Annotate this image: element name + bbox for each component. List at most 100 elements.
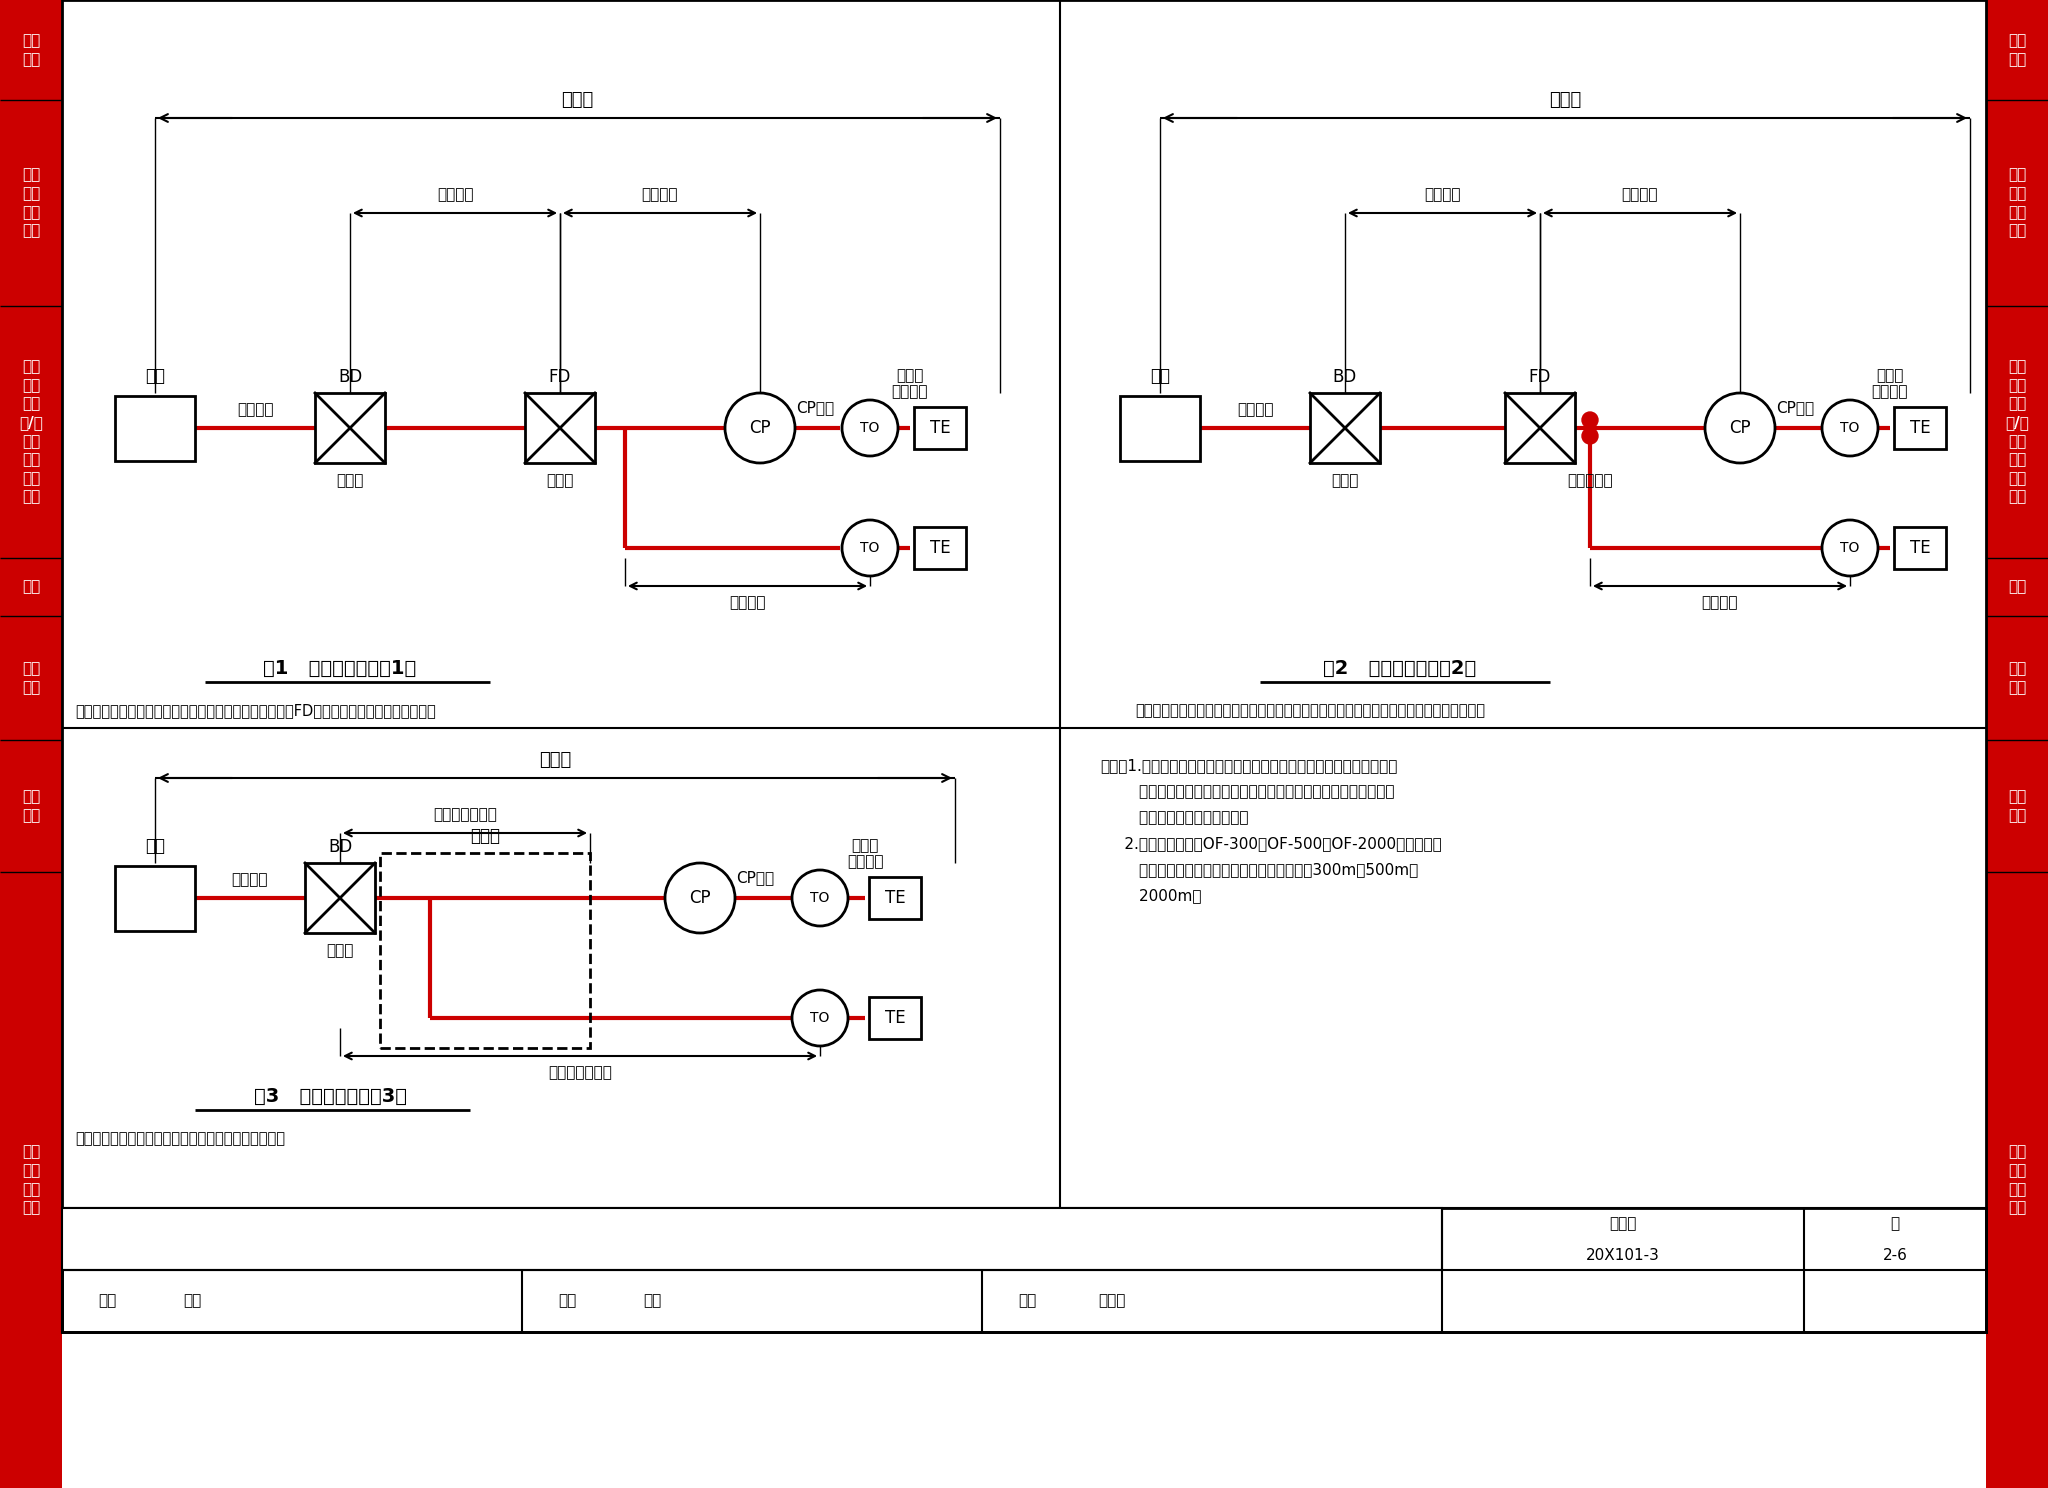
Text: 水平光缆: 水平光缆 bbox=[641, 187, 678, 202]
Text: 水平光缆: 水平光缆 bbox=[1702, 595, 1739, 610]
Bar bbox=[61, 1208, 1442, 1269]
Text: TO: TO bbox=[860, 542, 881, 555]
Text: 20X101-3: 20X101-3 bbox=[1585, 1247, 1661, 1262]
Text: 设备: 设备 bbox=[145, 368, 166, 385]
Text: CP: CP bbox=[690, 888, 711, 908]
Text: TE: TE bbox=[930, 539, 950, 557]
Text: 图3   光纤信道构成（3）: 图3 光纤信道构成（3） bbox=[254, 1086, 406, 1106]
Bar bbox=[315, 393, 385, 463]
Bar bbox=[524, 393, 596, 463]
Text: 图1   光纤信道构成（1）: 图1 光纤信道构成（1） bbox=[264, 659, 416, 677]
Text: 设备: 设备 bbox=[145, 836, 166, 856]
Text: 设备光缆: 设备光缆 bbox=[846, 854, 883, 869]
Text: TO: TO bbox=[860, 421, 881, 434]
Text: 施工: 施工 bbox=[2007, 579, 2025, 595]
Text: 水平光缆: 水平光缆 bbox=[729, 595, 766, 610]
Text: TE: TE bbox=[930, 420, 950, 437]
Text: 术语
符号: 术语 符号 bbox=[23, 33, 41, 67]
Circle shape bbox=[793, 990, 848, 1046]
Circle shape bbox=[1823, 400, 1878, 455]
Text: 主干光缆: 主干光缆 bbox=[1423, 187, 1460, 202]
Text: 检测
验收: 检测 验收 bbox=[2007, 661, 2025, 695]
Text: 术语
符号: 术语 符号 bbox=[2007, 33, 2025, 67]
Text: 注：水平光缆和主干光缆可在楼层电信间处经接续（熔接或机械连接）互通构成光纤信道。: 注：水平光缆和主干光缆可在楼层电信间处经接续（熔接或机械连接）互通构成光纤信道。 bbox=[1135, 702, 1485, 719]
Text: 2-6: 2-6 bbox=[1882, 1247, 1907, 1262]
Bar bbox=[0, 0, 61, 1488]
Text: 孙兰: 孙兰 bbox=[643, 1293, 662, 1308]
Text: BD: BD bbox=[338, 368, 362, 385]
Bar bbox=[381, 853, 590, 1048]
Text: 光跳线: 光跳线 bbox=[336, 473, 365, 488]
Text: FD: FD bbox=[1528, 368, 1550, 385]
Text: 数据
中心
布线
系统: 数据 中心 布线 系统 bbox=[2007, 1144, 2025, 1216]
Text: 工程
示例: 工程 示例 bbox=[23, 789, 41, 823]
Text: TE: TE bbox=[885, 888, 905, 908]
Text: BD: BD bbox=[328, 838, 352, 856]
Text: 入口设施处的光配线设备。: 入口设施处的光配线设备。 bbox=[1100, 809, 1249, 824]
Bar bbox=[61, 1208, 1987, 1332]
Bar bbox=[61, 0, 1987, 1332]
Bar bbox=[913, 408, 967, 449]
Text: FD: FD bbox=[549, 368, 571, 385]
Bar bbox=[1120, 396, 1200, 460]
Text: TO: TO bbox=[811, 891, 829, 905]
Text: 设备光缆: 设备光缆 bbox=[238, 402, 272, 418]
Bar bbox=[1311, 393, 1380, 463]
Text: 行互通时，宜将光缆从工作区直接布放至电信业务经营者提供的: 行互通时，宜将光缆从工作区直接布放至电信业务经营者提供的 bbox=[1100, 784, 1395, 799]
Text: 校对: 校对 bbox=[557, 1293, 575, 1308]
Text: 说明：1.当工作区用户终端设备或某区域网络设备需直接与公用通信网进: 说明：1.当工作区用户终端设备或某区域网络设备需直接与公用通信网进 bbox=[1100, 757, 1397, 772]
Text: TE: TE bbox=[885, 1009, 905, 1027]
Text: 综合布线系统光纤信道的构成: 综合布线系统光纤信道的构成 bbox=[643, 1225, 860, 1253]
Text: 光纤接续点: 光纤接续点 bbox=[1567, 473, 1614, 488]
Text: 朱立形: 朱立形 bbox=[1098, 1293, 1126, 1308]
Text: 设备光缆: 设备光缆 bbox=[231, 872, 268, 887]
Bar bbox=[913, 527, 967, 568]
Circle shape bbox=[842, 400, 897, 455]
Text: 工程
示例: 工程 示例 bbox=[2007, 789, 2025, 823]
Bar bbox=[1894, 408, 1946, 449]
Text: 工作区: 工作区 bbox=[897, 369, 924, 384]
Text: 光跳线: 光跳线 bbox=[326, 943, 354, 958]
Text: 电信间: 电信间 bbox=[469, 827, 500, 845]
Text: 设备光缆: 设备光缆 bbox=[891, 384, 928, 399]
Text: 注：电信间可只作为主干光缆或水平光缆的路径场所。: 注：电信间可只作为主干光缆或水平光缆的路径场所。 bbox=[76, 1131, 285, 1146]
Circle shape bbox=[1581, 412, 1597, 429]
Text: BD: BD bbox=[1333, 368, 1358, 385]
Text: CP光缆: CP光缆 bbox=[735, 870, 774, 885]
Bar bbox=[305, 863, 375, 933]
Text: TE: TE bbox=[1909, 539, 1931, 557]
Text: CP: CP bbox=[750, 420, 770, 437]
Bar bbox=[115, 866, 195, 930]
Text: 各等级光纤信道应支持的应用长度不应小于300m、500m及: 各等级光纤信道应支持的应用长度不应小于300m、500m及 bbox=[1100, 862, 1419, 876]
Circle shape bbox=[842, 519, 897, 576]
Bar bbox=[1987, 0, 2048, 1488]
Circle shape bbox=[1581, 429, 1597, 443]
Text: 工作区: 工作区 bbox=[1876, 369, 1905, 384]
Text: 综合
布线
系统
设计: 综合 布线 系统 设计 bbox=[2007, 168, 2025, 238]
Text: 检测
验收: 检测 验收 bbox=[23, 661, 41, 695]
Text: 图集号: 图集号 bbox=[1610, 1217, 1636, 1232]
Text: TO: TO bbox=[1841, 421, 1860, 434]
Text: 设备: 设备 bbox=[1151, 368, 1169, 385]
Text: 主干或水平光缆: 主干或水平光缆 bbox=[432, 808, 498, 823]
Text: 数据
中心
布线
系统: 数据 中心 布线 系统 bbox=[23, 1144, 41, 1216]
Bar bbox=[868, 876, 922, 920]
Text: 张宜: 张宜 bbox=[182, 1293, 201, 1308]
Text: 注：水平光缆和主干光缆可在楼层电信间的光配线设备（FD）处经光纤跳线连接构成信道。: 注：水平光缆和主干光缆可在楼层电信间的光配线设备（FD）处经光纤跳线连接构成信道… bbox=[76, 702, 436, 719]
Text: 光纤
到用
户单
元/户
无源
光局
域网
系统: 光纤 到用 户单 元/户 无源 光局 域网 系统 bbox=[18, 360, 43, 504]
Text: 设备光缆: 设备光缆 bbox=[1237, 402, 1274, 418]
Text: 光信道: 光信道 bbox=[539, 751, 571, 769]
Bar bbox=[1894, 527, 1946, 568]
Text: 2.光纤信道应分为OF-300、OF-500和OF-2000三个等级，: 2.光纤信道应分为OF-300、OF-500和OF-2000三个等级， bbox=[1100, 836, 1442, 851]
Text: 图2   光纤信道构成（2）: 图2 光纤信道构成（2） bbox=[1323, 659, 1477, 677]
Text: 施工: 施工 bbox=[23, 579, 41, 595]
Text: CP: CP bbox=[1729, 420, 1751, 437]
Text: 综合
布线
系统
设计: 综合 布线 系统 设计 bbox=[23, 168, 41, 238]
Bar bbox=[1505, 393, 1575, 463]
Text: 页: 页 bbox=[1890, 1217, 1901, 1232]
Text: 光纤
到用
户单
元/户
无源
光局
域网
系统: 光纤 到用 户单 元/户 无源 光局 域网 系统 bbox=[2005, 360, 2030, 504]
Text: 水平光缆: 水平光缆 bbox=[1622, 187, 1659, 202]
Text: 主干或水平光缆: 主干或水平光缆 bbox=[549, 1065, 612, 1080]
Bar bbox=[868, 997, 922, 1039]
Text: 审核: 审核 bbox=[98, 1293, 117, 1308]
